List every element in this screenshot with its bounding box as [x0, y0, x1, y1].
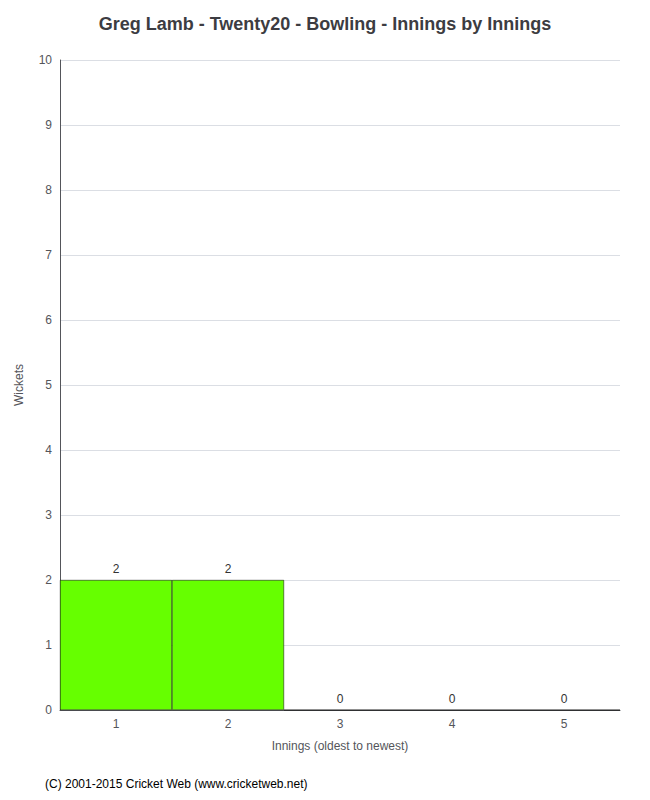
svg-text:4: 4	[45, 443, 52, 457]
svg-text:2: 2	[225, 562, 232, 576]
svg-text:2: 2	[113, 562, 120, 576]
svg-text:0: 0	[449, 692, 456, 706]
svg-text:4: 4	[449, 717, 456, 731]
svg-text:Innings (oldest to newest): Innings (oldest to newest)	[272, 739, 409, 753]
svg-text:2: 2	[45, 573, 52, 587]
svg-text:6: 6	[45, 313, 52, 327]
svg-text:Wickets: Wickets	[12, 364, 26, 406]
svg-text:5: 5	[45, 378, 52, 392]
svg-text:8: 8	[45, 183, 52, 197]
svg-text:1: 1	[113, 717, 120, 731]
svg-text:3: 3	[45, 508, 52, 522]
svg-text:0: 0	[337, 692, 344, 706]
svg-text:Greg Lamb - Twenty20 - Bowling: Greg Lamb - Twenty20 - Bowling - Innings…	[99, 14, 552, 34]
svg-text:1: 1	[45, 638, 52, 652]
svg-text:(C) 2001-2015 Cricket Web (www: (C) 2001-2015 Cricket Web (www.cricketwe…	[45, 777, 308, 791]
svg-text:3: 3	[337, 717, 344, 731]
svg-text:5: 5	[561, 717, 568, 731]
svg-text:9: 9	[45, 118, 52, 132]
svg-text:10: 10	[39, 53, 53, 67]
svg-text:7: 7	[45, 248, 52, 262]
svg-text:0: 0	[45, 703, 52, 717]
svg-text:2: 2	[225, 717, 232, 731]
svg-text:0: 0	[561, 692, 568, 706]
